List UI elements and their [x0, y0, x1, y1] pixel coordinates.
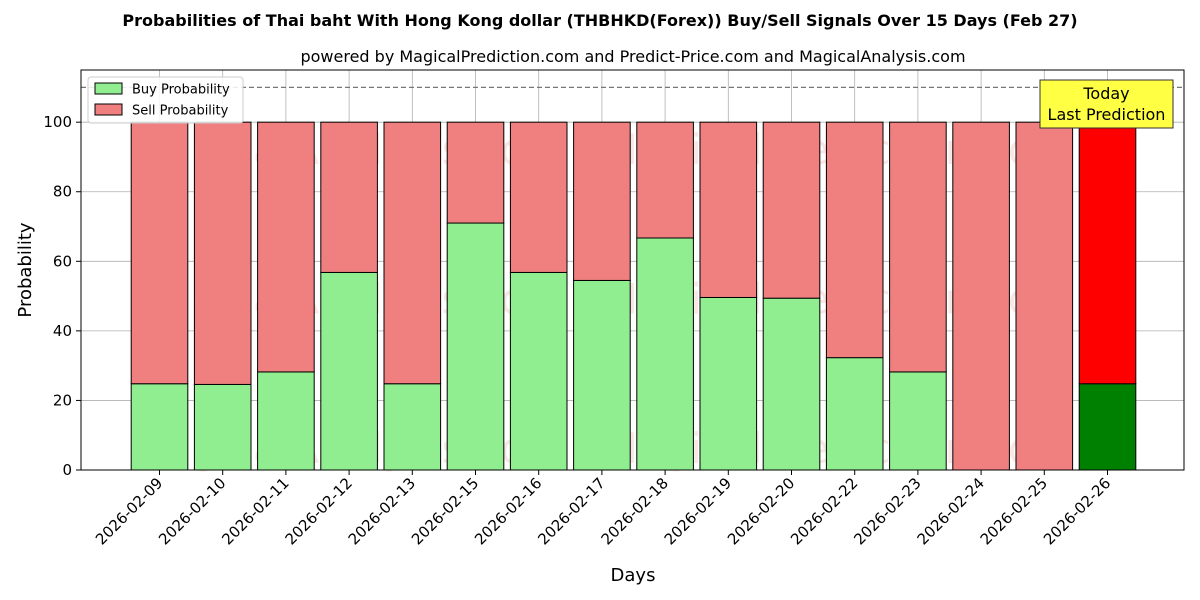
x-axis-label: Days — [611, 565, 656, 586]
buy-bar — [130, 383, 189, 471]
sell-bar — [636, 121, 694, 239]
buy-bar — [636, 237, 694, 471]
sell-bar — [825, 121, 884, 359]
buy-bar — [257, 371, 315, 471]
buy-bar — [762, 297, 821, 471]
sell-bar — [320, 121, 378, 273]
x-tick-label: 2026-02-19 — [661, 474, 735, 548]
x-tick-label: 2026-02-11 — [218, 474, 292, 548]
sell-bar — [193, 121, 252, 385]
sell-bar — [573, 121, 631, 281]
legend-swatch-buy — [94, 82, 123, 95]
x-tick-label: 2026-02-20 — [724, 474, 798, 548]
y-tick-label: 0 — [62, 461, 72, 479]
y-tick-label: 20 — [53, 391, 72, 409]
legend-label-sell: Sell Probability — [132, 104, 229, 119]
x-tick-label: 2026-02-26 — [1040, 474, 1114, 548]
y-tick-label: 40 — [53, 322, 72, 340]
buy-bar — [193, 383, 252, 471]
sell-bar — [762, 121, 821, 299]
sell-bar — [257, 121, 315, 373]
sell-bar — [509, 121, 568, 273]
sell-bar — [952, 121, 1010, 471]
x-tick-label: 2026-02-16 — [471, 474, 545, 548]
sell-bar — [130, 121, 189, 385]
y-axis-label: Probability — [15, 222, 36, 317]
x-tick-label: 2026-02-17 — [534, 474, 608, 548]
x-tick-label: 2026-02-13 — [345, 474, 419, 548]
y-tick-label: 100 — [43, 113, 72, 131]
x-tick-label: 2026-02-09 — [92, 474, 166, 548]
last-prediction-label: Last Prediction — [1048, 105, 1166, 124]
buy-bar — [889, 371, 947, 471]
x-tick-label: 2026-02-10 — [155, 474, 229, 548]
buy-bar — [383, 383, 442, 471]
buy-bar — [1078, 383, 1137, 471]
buy-bar — [825, 357, 884, 471]
x-axis-ticks: 2026-02-092026-02-102026-02-112026-02-12… — [92, 470, 1114, 548]
chart-title: Probabilities of Thai baht With Hong Kon… — [122, 11, 1077, 30]
y-tick-label: 80 — [53, 183, 72, 201]
chart-subtitle: powered by MagicalPrediction.com and Pre… — [300, 47, 965, 66]
today-annotation: Today Last Prediction — [1039, 79, 1174, 129]
today-label: Today — [1082, 84, 1129, 103]
y-axis-ticks: 0 20 40 60 80 100 — [43, 113, 81, 479]
sell-bar — [1078, 121, 1137, 385]
sell-bar — [383, 121, 442, 385]
legend-swatch-sell — [94, 103, 123, 116]
x-tick-label: 2026-02-18 — [598, 474, 672, 548]
legend-box — [87, 76, 244, 124]
sell-bar — [446, 121, 505, 224]
x-tick-label: 2026-02-15 — [408, 474, 482, 548]
y-tick-label: 60 — [53, 252, 72, 270]
sell-bar — [699, 121, 758, 298]
buy-bar — [699, 296, 758, 471]
buy-bar — [320, 271, 378, 471]
legend-label-buy: Buy Probability — [132, 83, 230, 98]
x-tick-label: 2026-02-25 — [977, 474, 1051, 548]
buy-bar — [509, 271, 568, 471]
bars — [130, 121, 1137, 471]
today-annotation-box — [1039, 79, 1174, 129]
sell-bar — [889, 121, 947, 373]
legend: Buy Probability Sell Probability — [87, 76, 244, 124]
sell-bar — [1015, 121, 1074, 471]
buy-bar — [573, 279, 631, 471]
x-tick-label: 2026-02-24 — [914, 474, 988, 548]
x-tick-label: 2026-02-22 — [787, 474, 861, 548]
plot-frame — [80, 69, 1185, 471]
x-tick-label: 2026-02-23 — [850, 474, 924, 548]
x-tick-label: 2026-02-12 — [282, 474, 356, 548]
buy-bar — [446, 222, 505, 471]
